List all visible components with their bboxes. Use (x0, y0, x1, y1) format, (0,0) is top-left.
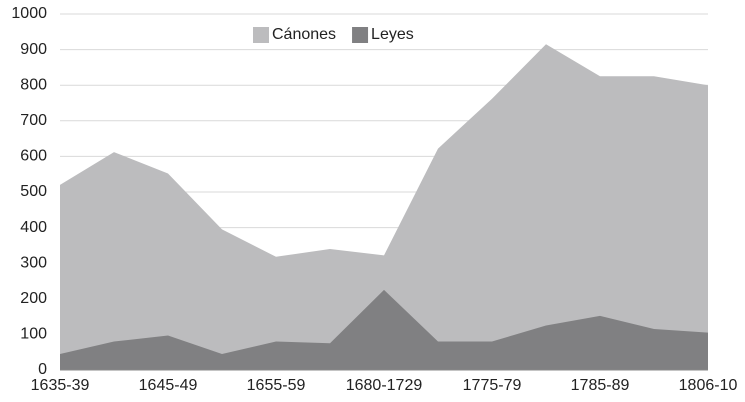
y-tick-label: 400 (20, 219, 47, 236)
x-tick-label: 1655-59 (247, 377, 306, 394)
area (60, 44, 708, 370)
y-tick-label: 800 (20, 76, 47, 93)
x-tick-label: 1806-10 (679, 377, 738, 394)
x-tick-label: 1680-1729 (346, 377, 423, 394)
y-tick-label: 1000 (11, 5, 47, 22)
legend-swatch (352, 27, 369, 43)
x-tick-label: 1785-89 (571, 377, 630, 394)
y-tick-label: 0 (38, 361, 47, 378)
x-tick-label: 1645-49 (139, 377, 198, 394)
y-tick-label: 200 (20, 290, 47, 307)
legend-label: Leyes (371, 26, 414, 43)
x-tick-label: 1635-39 (31, 377, 90, 394)
y-tick-label: 100 (20, 326, 47, 343)
legend-swatch (253, 27, 269, 43)
y-tick-label: 500 (20, 183, 47, 200)
y-tick-label: 600 (20, 148, 47, 165)
x-tick-label: 1775-79 (463, 377, 522, 394)
y-tick-label: 700 (20, 112, 47, 129)
y-tick-label: 300 (20, 254, 47, 271)
area (60, 289, 708, 370)
y-tick-label: 900 (20, 41, 47, 58)
legend-label: Cánones (272, 26, 336, 43)
